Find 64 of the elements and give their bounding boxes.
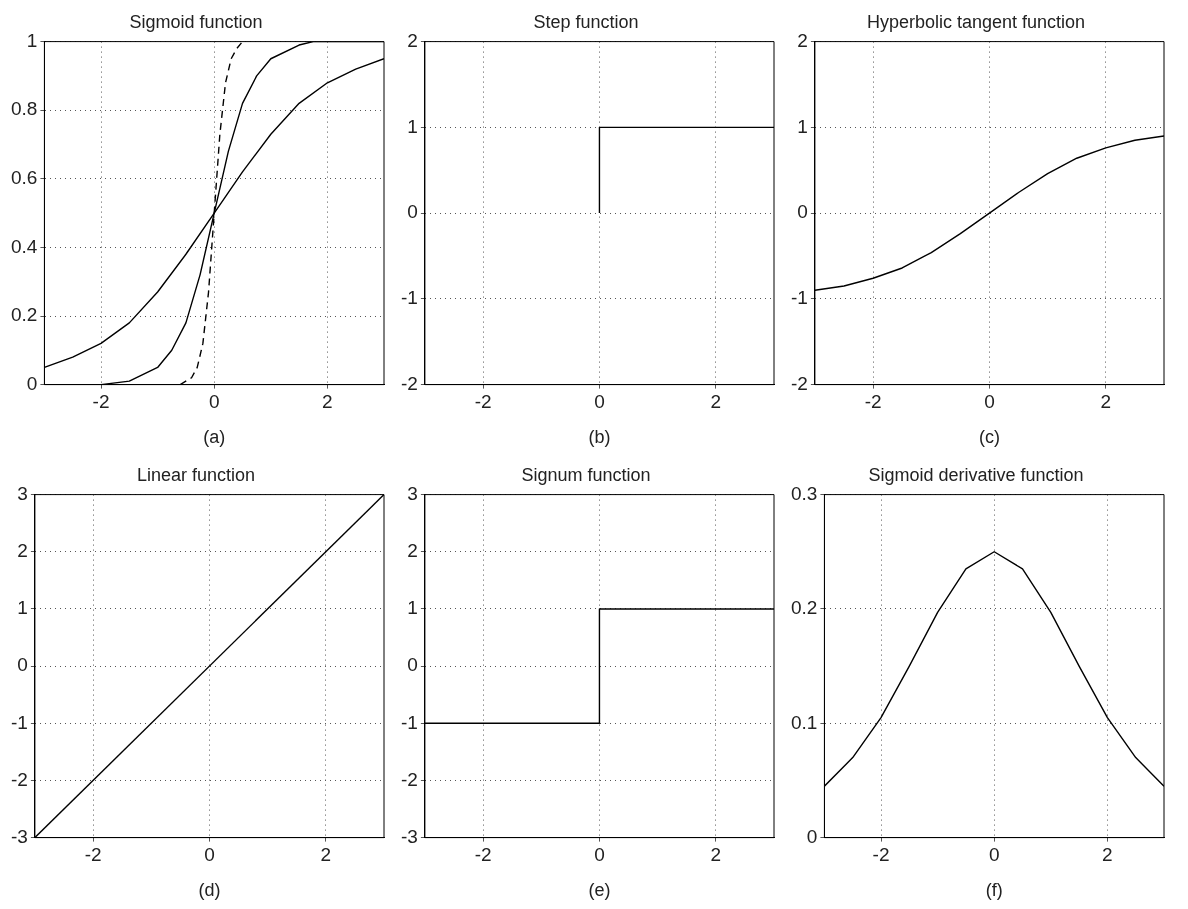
y-tick-label: 0 xyxy=(407,201,418,223)
y-tick-label: 1 xyxy=(407,597,418,619)
y-tick-label: 0 xyxy=(407,654,418,676)
x-tick-label: 0 xyxy=(204,844,215,866)
x-tick-label: 0 xyxy=(594,844,605,866)
y-tick-label: -2 xyxy=(400,372,418,394)
y-tick-label: 2 xyxy=(797,29,808,51)
y-tick-label: 1 xyxy=(797,115,808,137)
x-tick-label: 2 xyxy=(1102,844,1113,866)
y-tick-label: -3 xyxy=(400,825,418,847)
chart-title: Signum function xyxy=(521,464,651,485)
x-tick-label: 2 xyxy=(710,844,722,866)
y-tick-label: 1 xyxy=(26,29,38,51)
y-tick-label: -2 xyxy=(790,372,808,394)
y-tick-label: 1 xyxy=(17,597,28,619)
y-tick-label: -1 xyxy=(400,711,418,733)
x-tick-label: -2 xyxy=(84,844,102,866)
x-axis-title: (e) xyxy=(588,880,611,901)
y-tick-label: 3 xyxy=(407,482,418,504)
y-tick-label: 0 xyxy=(806,825,818,847)
x-axis-title: (f) xyxy=(985,880,1003,901)
y-tick-label: 0.8 xyxy=(10,98,38,120)
x-axis-title: (a) xyxy=(203,427,226,448)
x-tick-label: 2 xyxy=(322,391,333,413)
y-tick-label: 2 xyxy=(407,540,418,561)
x-tick-label: 0 xyxy=(594,391,605,413)
x-tick-label: -2 xyxy=(92,391,110,413)
y-tick-label: 0 xyxy=(26,372,38,394)
x-tick-label: -2 xyxy=(864,391,882,413)
x-tick-label: 2 xyxy=(710,391,722,413)
y-tick-label: 2 xyxy=(407,29,418,51)
y-tick-label: 0 xyxy=(797,201,808,223)
chart-title: Sigmoid derivative function xyxy=(868,464,1084,485)
x-tick-label: -2 xyxy=(872,844,890,866)
y-tick-label: -3 xyxy=(10,825,28,847)
y-tick-label: 0.3 xyxy=(790,482,818,504)
y-tick-label: -2 xyxy=(400,768,418,790)
x-tick-label: 2 xyxy=(1100,391,1112,413)
chart-title: Sigmoid function xyxy=(129,11,263,32)
y-tick-label: 0.2 xyxy=(10,304,38,326)
x-tick-label: -2 xyxy=(474,844,492,866)
y-tick-label: 2 xyxy=(17,540,28,561)
x-tick-label: 0 xyxy=(984,391,995,413)
x-axis-title: (b) xyxy=(588,427,611,448)
chart-title: Linear function xyxy=(136,464,256,485)
chart-title: Step function xyxy=(533,11,639,32)
x-tick-label: 0 xyxy=(208,391,220,413)
y-tick-label: 3 xyxy=(17,482,28,504)
x-tick-label: -2 xyxy=(474,391,492,413)
x-tick-label: 0 xyxy=(988,844,1000,866)
chart-title: Hyperbolic tangent function xyxy=(866,11,1086,32)
x-axis-title: (c) xyxy=(978,427,1000,448)
y-tick-label: -1 xyxy=(10,711,28,733)
x-axis-title: (d) xyxy=(198,880,221,901)
y-tick-label: 1 xyxy=(407,115,418,137)
y-tick-label: 0.4 xyxy=(10,235,38,257)
y-tick-label: 0.6 xyxy=(10,167,38,189)
y-tick-label: 0 xyxy=(17,654,28,676)
y-tick-label: 0.1 xyxy=(790,711,818,733)
y-tick-label: -1 xyxy=(400,287,418,309)
y-tick-label: 0.2 xyxy=(790,597,818,619)
y-tick-label: -1 xyxy=(790,287,808,309)
y-tick-label: -2 xyxy=(10,768,28,790)
x-tick-label: 2 xyxy=(320,844,332,866)
